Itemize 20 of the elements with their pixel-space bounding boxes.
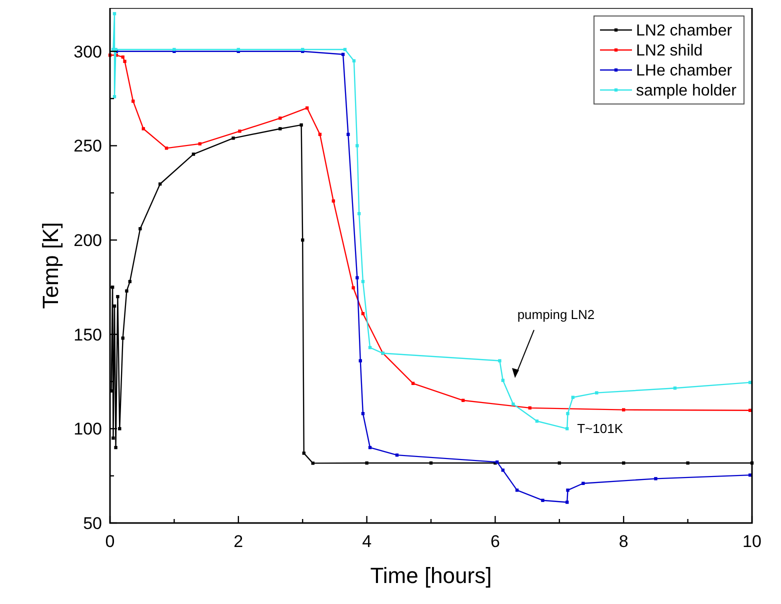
x-tick-label: 2 xyxy=(234,532,244,551)
y-axis-title: Temp [K] xyxy=(38,222,63,309)
x-tick-label: 10 xyxy=(742,532,762,551)
x-tick-label: 8 xyxy=(618,532,628,551)
y-tick-label: 100 xyxy=(74,420,102,439)
y-tick-label: 250 xyxy=(74,136,102,156)
legend-label: LN2 shild xyxy=(636,42,703,60)
y-tick-label: 300 xyxy=(74,42,102,62)
annotation: T~101K xyxy=(577,421,624,436)
legend-label: LHe chamber xyxy=(636,62,733,80)
x-tick-label: 4 xyxy=(362,532,372,551)
legend-label: sample holder xyxy=(636,82,738,100)
x-tick-label: 0 xyxy=(105,532,115,551)
y-tick-label: 200 xyxy=(74,230,102,250)
y-tick-label: 150 xyxy=(74,325,102,344)
annotation: pumping LN2 xyxy=(517,307,595,322)
x-tick-label: 6 xyxy=(490,532,500,551)
y-tick-label: 50 xyxy=(83,514,102,533)
x-axis-title: Time [hours] xyxy=(370,563,492,588)
legend-label: LN2 chamber xyxy=(636,22,733,40)
